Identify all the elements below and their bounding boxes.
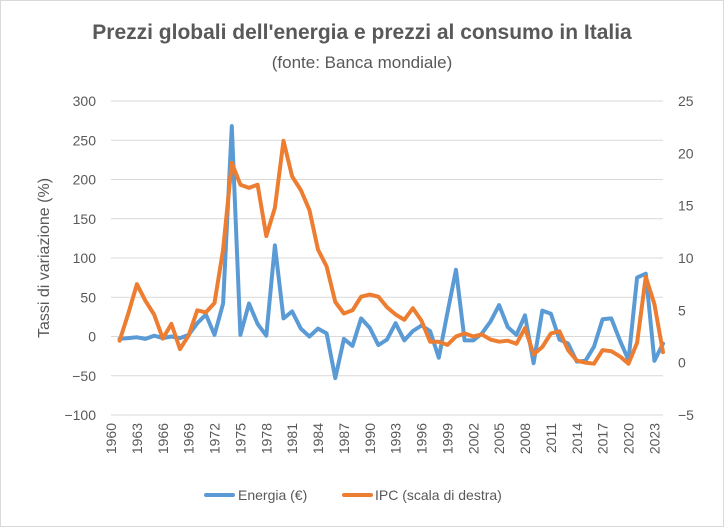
x-tick-label: 2020 [621,423,637,454]
legend: Energia (€) IPC (scala di destra) [204,487,502,503]
y-right-tick-label: 10 [678,250,694,266]
x-tick-label: 2002 [465,423,481,454]
x-tick-label: 1975 [232,423,248,454]
x-tick-label: 1963 [129,423,145,454]
y-tick-label: 200 [73,172,97,188]
left-axis-ticks: −100 −50 0 50 100 150 200 250 300 [64,93,96,423]
x-tick-label: 1960 [103,423,119,454]
y-right-tick-label: 20 [678,145,694,161]
x-tick-label: 1987 [336,423,352,454]
x-tick-label: 2011 [543,423,559,453]
x-tick-label: 2023 [646,423,662,454]
legend-label: Energia (€) [238,487,307,503]
series-lines [117,124,665,381]
x-tick-label: 1978 [258,423,274,454]
chart-title: Prezzi globali dell'energia e prezzi al … [92,21,632,44]
y-tick-label: −100 [64,407,96,423]
x-tick-label: 1999 [439,423,455,454]
y-tick-label: 300 [73,93,97,109]
x-tick-label: 1990 [362,423,378,454]
x-tick-label: 1984 [310,423,326,454]
legend-label: IPC (scala di destra) [375,487,502,503]
x-tick-label: 1966 [155,423,171,454]
x-tick-label: 1972 [207,423,223,454]
x-tick-label: 1981 [284,423,300,454]
y-tick-label: 0 [88,329,96,345]
grid-lines [111,100,663,416]
x-tick-label: 2008 [517,423,533,454]
y-axis-title: Tassi di variazione (%) [36,178,53,338]
y-tick-label: 50 [80,289,96,305]
chart-subtitle: (fonte: Banca mondiale) [272,53,453,72]
y-right-tick-label: 0 [678,355,686,371]
y-right-tick-label: 5 [678,302,686,318]
y-right-tick-label: 15 [678,198,694,214]
y-tick-label: −50 [72,368,96,384]
y-tick-label: 150 [73,211,97,227]
right-axis-ticks: −5 0 5 10 15 20 25 [678,93,694,423]
x-tick-label: 2014 [569,423,585,454]
x-tick-label: 2005 [491,423,507,454]
y-tick-label: 100 [73,250,97,266]
y-right-tick-label: −5 [678,407,694,423]
y-tick-label: 250 [73,132,97,148]
x-tick-label: 1993 [388,423,404,454]
x-tick-label: 1996 [414,423,430,454]
series-line-0 [117,124,665,381]
series-line-1 [117,138,665,366]
x-tick-label: 2017 [595,423,611,454]
x-tick-label: 1969 [181,423,197,454]
x-axis-ticks: 1960 1963 1966 1969 1972 1975 1978 1981 1984 1987… [103,423,662,454]
y-right-tick-label: 25 [678,93,694,109]
